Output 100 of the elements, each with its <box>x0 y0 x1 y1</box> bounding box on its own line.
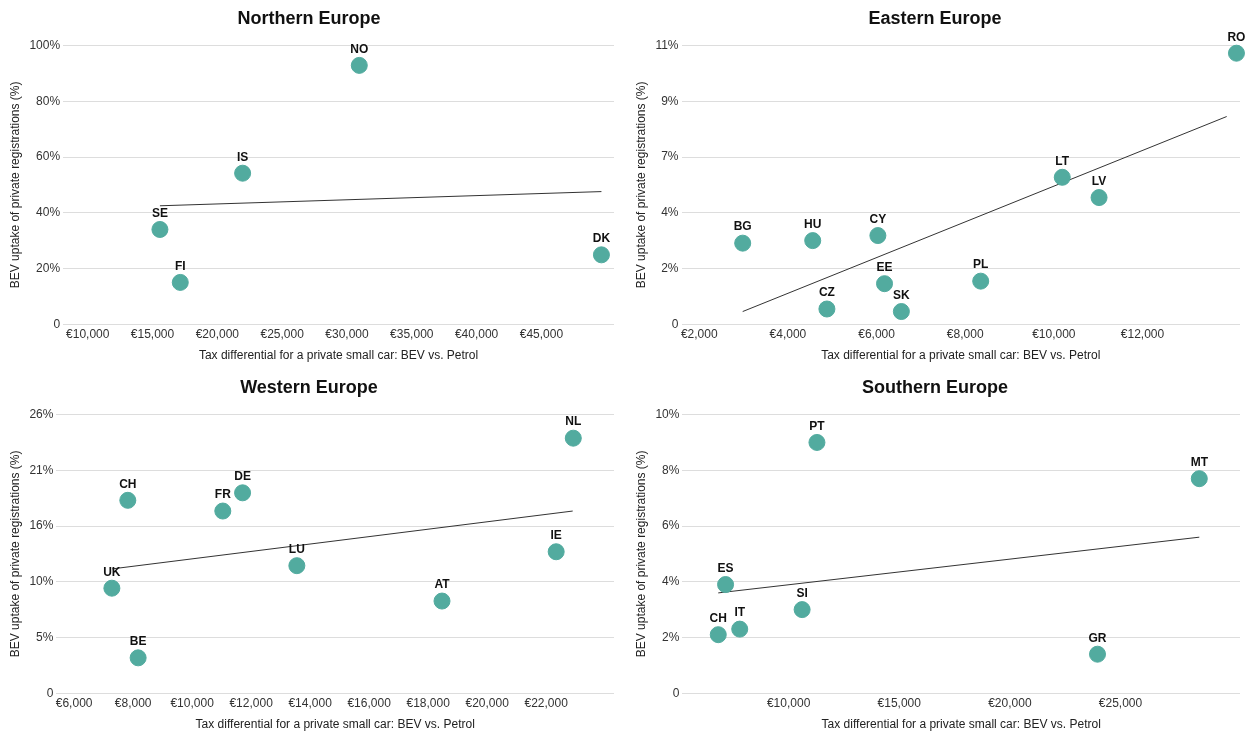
x-tick-label: €20,000 <box>988 695 1032 710</box>
point <box>804 232 822 250</box>
point <box>818 300 836 318</box>
x-tick-label: €10,000 <box>766 695 811 710</box>
y-tick-label: 100% <box>29 37 61 52</box>
x-tick-label: €20,000 <box>195 326 240 341</box>
point <box>734 234 752 252</box>
point <box>709 626 727 644</box>
y-tick-label: 10% <box>655 406 680 421</box>
chart-title: Eastern Europe <box>868 7 1002 28</box>
annotation: FI <box>174 258 186 273</box>
point <box>1190 470 1208 488</box>
point <box>793 601 811 619</box>
annotation: LV <box>1091 173 1107 188</box>
y-tick-label: 10% <box>29 574 54 589</box>
point <box>103 579 121 597</box>
annotation: LT <box>1055 153 1070 168</box>
x-tick-label: €6,000 <box>55 695 93 710</box>
point <box>808 433 826 451</box>
point <box>731 620 749 638</box>
x-tick-label: €25,000 <box>260 326 305 341</box>
y-tick-label: 40% <box>36 205 61 220</box>
point <box>892 303 910 321</box>
annotation: UK <box>103 564 121 579</box>
annotation: CY <box>869 211 887 226</box>
x-tick-label: €8,000 <box>946 326 984 341</box>
annotation: DK <box>592 231 611 246</box>
y-tick-label: 26% <box>29 406 54 421</box>
x-tick-label: €22,000 <box>524 695 569 710</box>
annotation: GR <box>1088 630 1107 645</box>
x-tick-label: €14,000 <box>288 695 333 710</box>
annotation: BG <box>733 219 752 234</box>
y-tick-label: 20% <box>36 260 61 275</box>
y-axis-title: BEV uptake of private registrations (%) <box>7 450 22 658</box>
x-tick-label: €4,000 <box>769 326 807 341</box>
point <box>1090 189 1108 207</box>
x-tick-label: €10,000 <box>66 326 110 341</box>
annotation: IS <box>236 149 249 164</box>
annotation: FR <box>214 487 232 502</box>
y-tick-label: 60% <box>36 149 61 164</box>
y-tick-label: 8% <box>662 462 680 477</box>
annotation: PL <box>973 257 989 272</box>
x-tick-label: €20,000 <box>465 695 510 710</box>
point <box>129 649 147 667</box>
annotation: HU <box>804 216 822 231</box>
x-tick-label: €25,000 <box>1098 695 1143 710</box>
annotation: ES <box>717 560 734 575</box>
y-tick-label: 7% <box>661 149 679 164</box>
y-axis-title: BEV uptake of private registrations (%) <box>7 81 22 289</box>
x-tick-label: €40,000 <box>454 326 499 341</box>
annotation: CH <box>119 476 137 491</box>
y-tick-label: 2% <box>662 629 680 644</box>
x-axis-title: Tax differential for a private small car: BEV vs. Petrol <box>198 348 479 363</box>
x-tick-label: €15,000 <box>877 695 922 710</box>
y-tick-label: 5% <box>36 629 54 644</box>
point <box>1089 645 1107 663</box>
point <box>869 227 887 245</box>
x-tick-label: €15,000 <box>130 326 175 341</box>
y-tick-label: 0 <box>53 316 61 331</box>
x-axis-title: Tax differential for a private small car: BEV vs. Petrol <box>821 717 1101 732</box>
chart-title: Western Europe <box>240 376 378 397</box>
point <box>234 484 252 502</box>
y-tick-label: 11% <box>655 37 679 52</box>
point <box>717 576 735 594</box>
point <box>433 592 451 610</box>
x-tick-label: €35,000 <box>390 326 434 341</box>
annotation: DE <box>234 469 251 484</box>
x-tick-label: €12,000 <box>1120 326 1165 341</box>
x-tick-label: €12,000 <box>229 695 274 710</box>
annotation: LU <box>288 542 305 556</box>
annotation: CH <box>709 611 727 626</box>
annotation: RO <box>1227 29 1246 44</box>
point <box>119 491 137 509</box>
annotation: PT <box>809 418 826 433</box>
annotation: SE <box>151 205 168 220</box>
y-tick-label: 2% <box>661 260 679 275</box>
x-tick-label: €2,000 <box>680 326 718 341</box>
annotation: NO <box>350 41 369 56</box>
annotation: BE <box>129 634 147 649</box>
annotation: SI <box>796 585 808 600</box>
annotation: IE <box>550 528 562 543</box>
y-axis-title: BEV uptake of private registrations (%) <box>633 81 648 289</box>
x-tick-label: €18,000 <box>406 695 451 710</box>
x-tick-label: €16,000 <box>347 695 392 710</box>
point <box>234 164 252 182</box>
point <box>151 220 169 238</box>
point <box>876 275 894 293</box>
y-tick-label: 16% <box>29 518 54 533</box>
y-tick-label: 6% <box>662 518 680 533</box>
annotation: MT <box>1190 454 1209 469</box>
annotation: NL <box>565 414 582 429</box>
x-axis-title: Tax differential for a private small car: BEV vs. Petrol <box>821 348 1101 363</box>
annotation: AT <box>434 577 451 592</box>
x-tick-label: €10,000 <box>1032 326 1076 341</box>
point <box>288 557 306 575</box>
x-tick-label: €8,000 <box>114 695 152 710</box>
annotation: SK <box>893 287 911 302</box>
annotation: IT <box>734 605 746 620</box>
y-tick-label: 0 <box>46 685 54 700</box>
point <box>592 246 610 264</box>
